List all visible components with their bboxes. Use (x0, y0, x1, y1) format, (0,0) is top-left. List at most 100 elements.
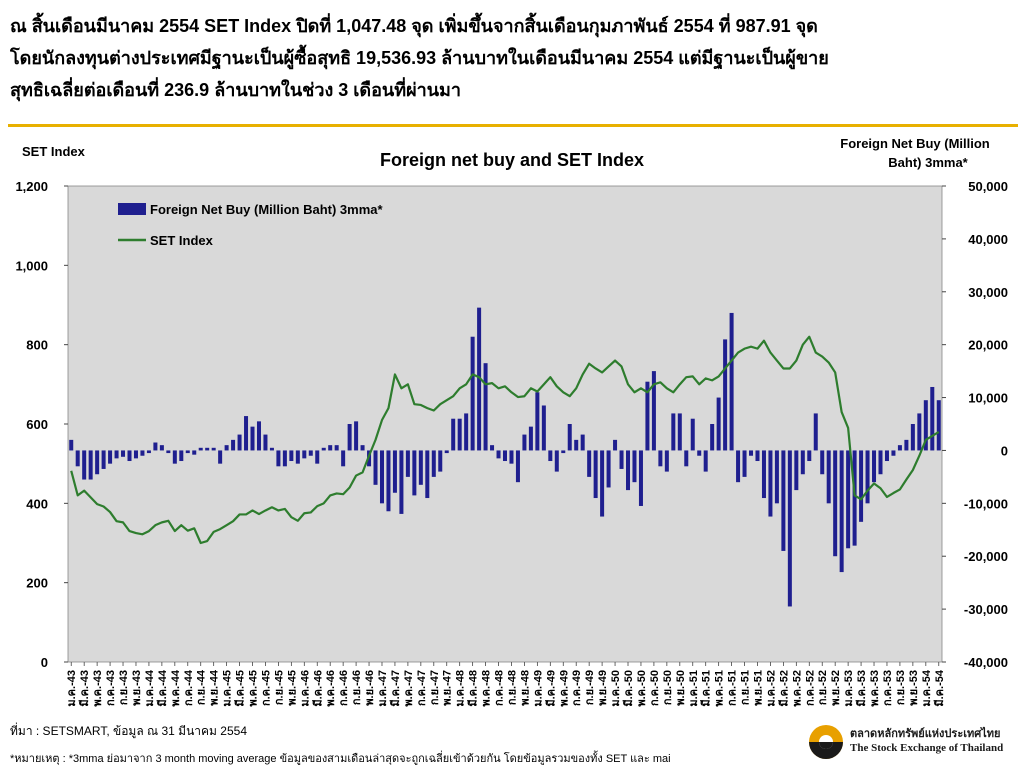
y-left-tick-label: 1,200 (15, 179, 48, 194)
bar-foreign-net-buy (839, 450, 844, 573)
bar-foreign-net-buy (923, 400, 928, 451)
bar-foreign-net-buy (807, 450, 812, 462)
x-tick-label: ก.ค.-43 (105, 670, 117, 706)
x-tick-label: ก.ค.-44 (183, 669, 195, 706)
bar-foreign-net-buy (826, 450, 831, 504)
bar-foreign-net-buy (761, 450, 766, 499)
bar-foreign-net-buy (82, 450, 87, 480)
bar-foreign-net-buy (522, 434, 527, 451)
bar-foreign-net-buy (302, 450, 307, 459)
x-tick-label: พ.ค.-45 (248, 670, 260, 707)
bar-foreign-net-buy (936, 400, 941, 451)
bar-foreign-net-buy (910, 424, 915, 451)
y-right-tick-label: -10,000 (964, 496, 1008, 511)
chart-title: Foreign net buy and SET Index (380, 150, 644, 170)
bar-foreign-net-buy (198, 447, 203, 451)
bar-foreign-net-buy (295, 450, 300, 464)
bar-foreign-net-buy (153, 442, 158, 451)
header-line-2: โดยนักลงทุนต่างประเทศมีฐานะเป็นผู้ซื้อสุ… (10, 48, 829, 68)
x-tick-label: พ.ค.-51 (714, 670, 726, 707)
x-tick-label: มี.ค.-49 (544, 670, 557, 707)
x-tick-label: ม.ค.-43 (66, 670, 78, 707)
bar-foreign-net-buy (412, 450, 417, 496)
bar-foreign-net-buy (567, 424, 572, 451)
bar-foreign-net-buy (632, 450, 637, 483)
x-tick-label: พ.ย.-45 (286, 670, 298, 706)
bar-foreign-net-buy (334, 445, 339, 451)
bar-foreign-net-buy (95, 450, 100, 475)
bar-foreign-net-buy (457, 418, 462, 451)
bar-foreign-net-buy (794, 450, 799, 491)
bar-foreign-net-buy (438, 450, 443, 472)
bar-foreign-net-buy (800, 450, 805, 475)
x-tick-label: มี.ค.-43 (78, 670, 91, 707)
y-left-tick-label: 400 (26, 496, 48, 511)
x-tick-label: พ.ย.-51 (752, 670, 764, 706)
bar-foreign-net-buy (444, 450, 449, 454)
x-tick-label: พ.ค.-44 (170, 669, 182, 707)
bar-foreign-net-buy (846, 450, 851, 549)
y-right-tick-label: 30,000 (968, 285, 1008, 300)
bar-foreign-net-buy (347, 424, 352, 451)
bar-foreign-net-buy (651, 371, 656, 451)
x-tick-label: มี.ค.-54 (933, 669, 946, 707)
bar-foreign-net-buy (515, 450, 520, 483)
x-tick-label: พ.ค.-47 (403, 670, 415, 707)
bar-foreign-net-buy (658, 450, 663, 467)
y-left-tick-label: 600 (26, 417, 48, 432)
bar-foreign-net-buy (75, 450, 80, 467)
bar-foreign-net-buy (192, 450, 197, 455)
bar-foreign-net-buy (224, 445, 229, 451)
line-set-index (70, 335, 940, 545)
bar-foreign-net-buy (703, 450, 708, 472)
bar-foreign-net-buy (399, 450, 404, 514)
bar-foreign-net-buy (535, 392, 540, 451)
bar-foreign-net-buy (781, 450, 786, 551)
x-tick-label: พ.ย.-46 (364, 670, 376, 706)
bar-foreign-net-buy (645, 381, 650, 451)
bar-foreign-net-buy (101, 450, 106, 469)
logo-thai-text: ตลาดหลักทรัพย์แห่งประเทศไทย (850, 728, 1001, 740)
source-note: ที่มา : SETSMART, ข้อมูล ณ 31 มีนาคม 255… (10, 724, 247, 738)
x-tick-label: ก.ค.-45 (260, 670, 272, 706)
bar-foreign-net-buy (600, 450, 605, 517)
footnote: *หมายเหตุ : *3mma ย่อมาจาก 3 month movin… (10, 753, 671, 765)
x-tick-label: พ.ย.-47 (442, 670, 454, 706)
bar-foreign-net-buy (574, 439, 579, 451)
x-tick-label: ก.ย.-52 (817, 670, 829, 705)
bar-foreign-net-buy (677, 413, 682, 451)
y-left-tick-label: 0 (41, 655, 48, 670)
bar-foreign-net-buy (593, 450, 598, 499)
plot-area (67, 185, 943, 663)
bar-foreign-net-buy (904, 439, 909, 451)
bar-foreign-net-buy (205, 447, 210, 451)
bar-foreign-net-buy (237, 434, 242, 451)
x-tick-label: พ.ย.-52 (830, 670, 842, 706)
bar-foreign-net-buy (697, 450, 702, 456)
bar-foreign-net-buy (276, 450, 281, 467)
set-logo-icon (809, 725, 843, 759)
x-tick-label: ม.ค.-48 (455, 670, 467, 707)
y-right-tick-label: 50,000 (968, 179, 1008, 194)
x-tick-label: ก.ย.-51 (740, 670, 752, 705)
bar-foreign-net-buy (755, 450, 760, 462)
bar-foreign-net-buy (872, 450, 877, 483)
x-tick-label: พ.ค.-49 (558, 670, 570, 707)
bar-foreign-net-buy (256, 421, 261, 451)
x-tick-label: ก.ค.-46 (338, 670, 350, 706)
bar-foreign-net-buy (736, 450, 741, 483)
bar-foreign-net-buy (509, 450, 514, 464)
y-right-tick-label: -40,000 (964, 655, 1008, 670)
x-tick-label: มี.ค.-46 (311, 670, 324, 707)
x-tick-label: ม.ค.-52 (765, 670, 777, 707)
bar-foreign-net-buy (373, 450, 378, 485)
bar-foreign-net-buy (671, 413, 676, 451)
bar-foreign-net-buy (496, 450, 501, 459)
bar-foreign-net-buy (813, 413, 818, 451)
bar-foreign-net-buy (626, 450, 631, 491)
bar-foreign-net-buy (502, 450, 507, 462)
x-tick-label: ม.ค.-53 (843, 670, 855, 707)
bar-foreign-net-buy (211, 447, 216, 451)
bar-foreign-net-buy (263, 434, 268, 451)
x-tick-label: ก.ค.-47 (416, 670, 428, 706)
